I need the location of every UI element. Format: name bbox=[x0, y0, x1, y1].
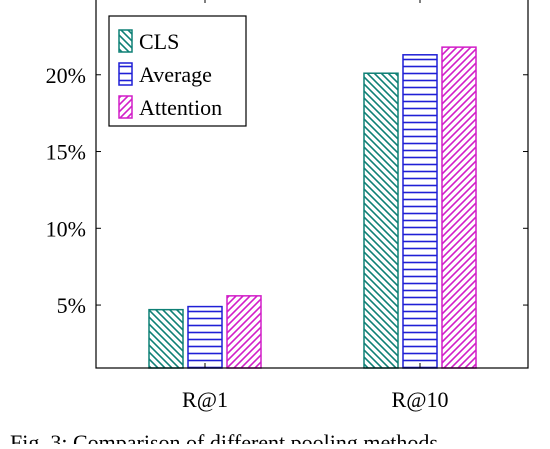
legend-swatch-cls bbox=[118, 29, 133, 53]
x-tick-label: R@1 bbox=[182, 387, 228, 412]
legend: CLS Average Attention bbox=[108, 15, 247, 127]
y-tick-label: 20% bbox=[46, 63, 86, 88]
bars-group bbox=[148, 46, 477, 369]
plot-frame bbox=[95, 0, 529, 369]
bar-attention-rat1 bbox=[226, 295, 262, 369]
y-tick-label: 15% bbox=[46, 140, 86, 165]
legend-swatch-average bbox=[118, 62, 133, 86]
axes-group: R@1 R@10 5% 10% 15% 20% bbox=[46, 0, 529, 412]
bar-cls-rat1 bbox=[148, 308, 184, 369]
bar-attention-rat10 bbox=[441, 46, 477, 369]
y-tick-label: 10% bbox=[46, 216, 86, 241]
y-tick-label: 5% bbox=[57, 293, 86, 318]
bar-cls-rat10 bbox=[363, 72, 399, 369]
legend-swatch-attention bbox=[118, 95, 133, 119]
legend-label-attention: Attention bbox=[139, 95, 222, 120]
figure-caption: Fig. 3: Comparison of different pooling … bbox=[10, 430, 438, 444]
x-tick-label: R@10 bbox=[392, 387, 449, 412]
bar-average-rat1 bbox=[187, 305, 223, 369]
legend-label-cls: CLS bbox=[139, 29, 179, 54]
legend-label-average: Average bbox=[139, 62, 212, 87]
bar-average-rat10 bbox=[402, 54, 438, 369]
